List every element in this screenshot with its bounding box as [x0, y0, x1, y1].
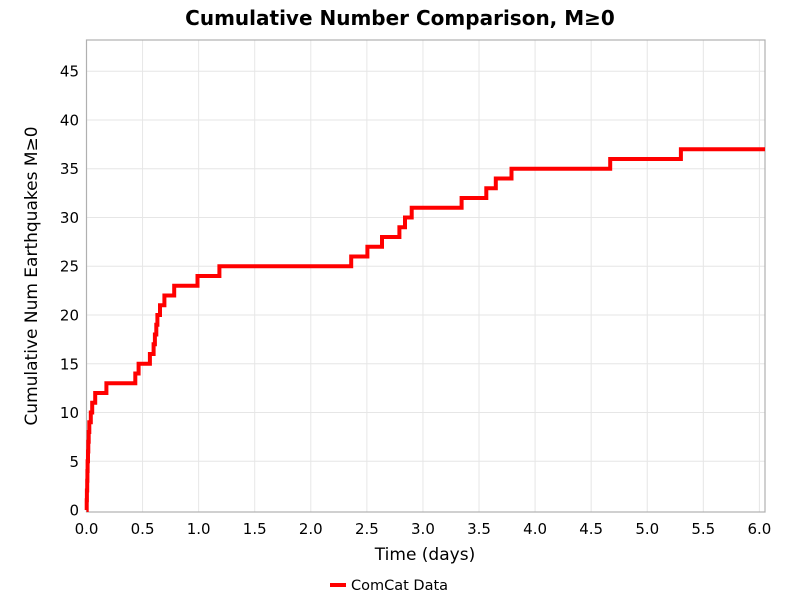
y-tick-label: 30: [60, 209, 79, 227]
y-tick-label: 45: [60, 63, 79, 81]
y-tick-label: 20: [60, 307, 79, 325]
y-tick-label: 10: [60, 404, 79, 422]
y-tick-label: 35: [60, 160, 79, 178]
x-tick-label: 3.0: [411, 520, 435, 538]
x-tick-label: 5.5: [691, 520, 715, 538]
y-tick-label: 40: [60, 111, 79, 129]
y-tick-label: 0: [69, 502, 79, 520]
x-axis-label: Time (days): [374, 545, 475, 565]
x-tick-label: 1.5: [243, 520, 267, 538]
y-tick-label: 25: [60, 258, 79, 276]
chart-title: Cumulative Number Comparison, M≥0: [185, 6, 615, 30]
y-axis-label: Cumulative Num Earthquakes M≥0: [22, 126, 42, 425]
plot-frame: [85, 39, 766, 513]
x-tick-label: 5.0: [635, 520, 659, 538]
x-tick-label: 4.5: [579, 520, 603, 538]
gridlines: [86, 40, 765, 512]
x-tick-label: 2.5: [355, 520, 379, 538]
x-tick-label: 2.0: [299, 520, 323, 538]
x-tick-label: 6.0: [747, 520, 771, 538]
x-tick-label: 1.0: [187, 520, 211, 538]
legend: ComCat Data: [330, 578, 448, 594]
axis-tick-labels: 0.0 0.5 1.0 1.5 2.0 2.5 3.0 3.5 4.0 4.5 5.0 5.5 6.0 0…: [60, 63, 771, 538]
legend-label: ComCat Data: [351, 578, 448, 594]
y-tick-label: 5: [69, 453, 79, 471]
x-tick-label: 4.0: [523, 520, 547, 538]
y-tick-label: 15: [60, 355, 79, 373]
x-tick-label: 3.5: [467, 520, 491, 538]
x-tick-label: 0.0: [75, 520, 99, 538]
comcat-data-line: [84, 147, 765, 512]
x-tick-label: 0.5: [131, 520, 155, 538]
